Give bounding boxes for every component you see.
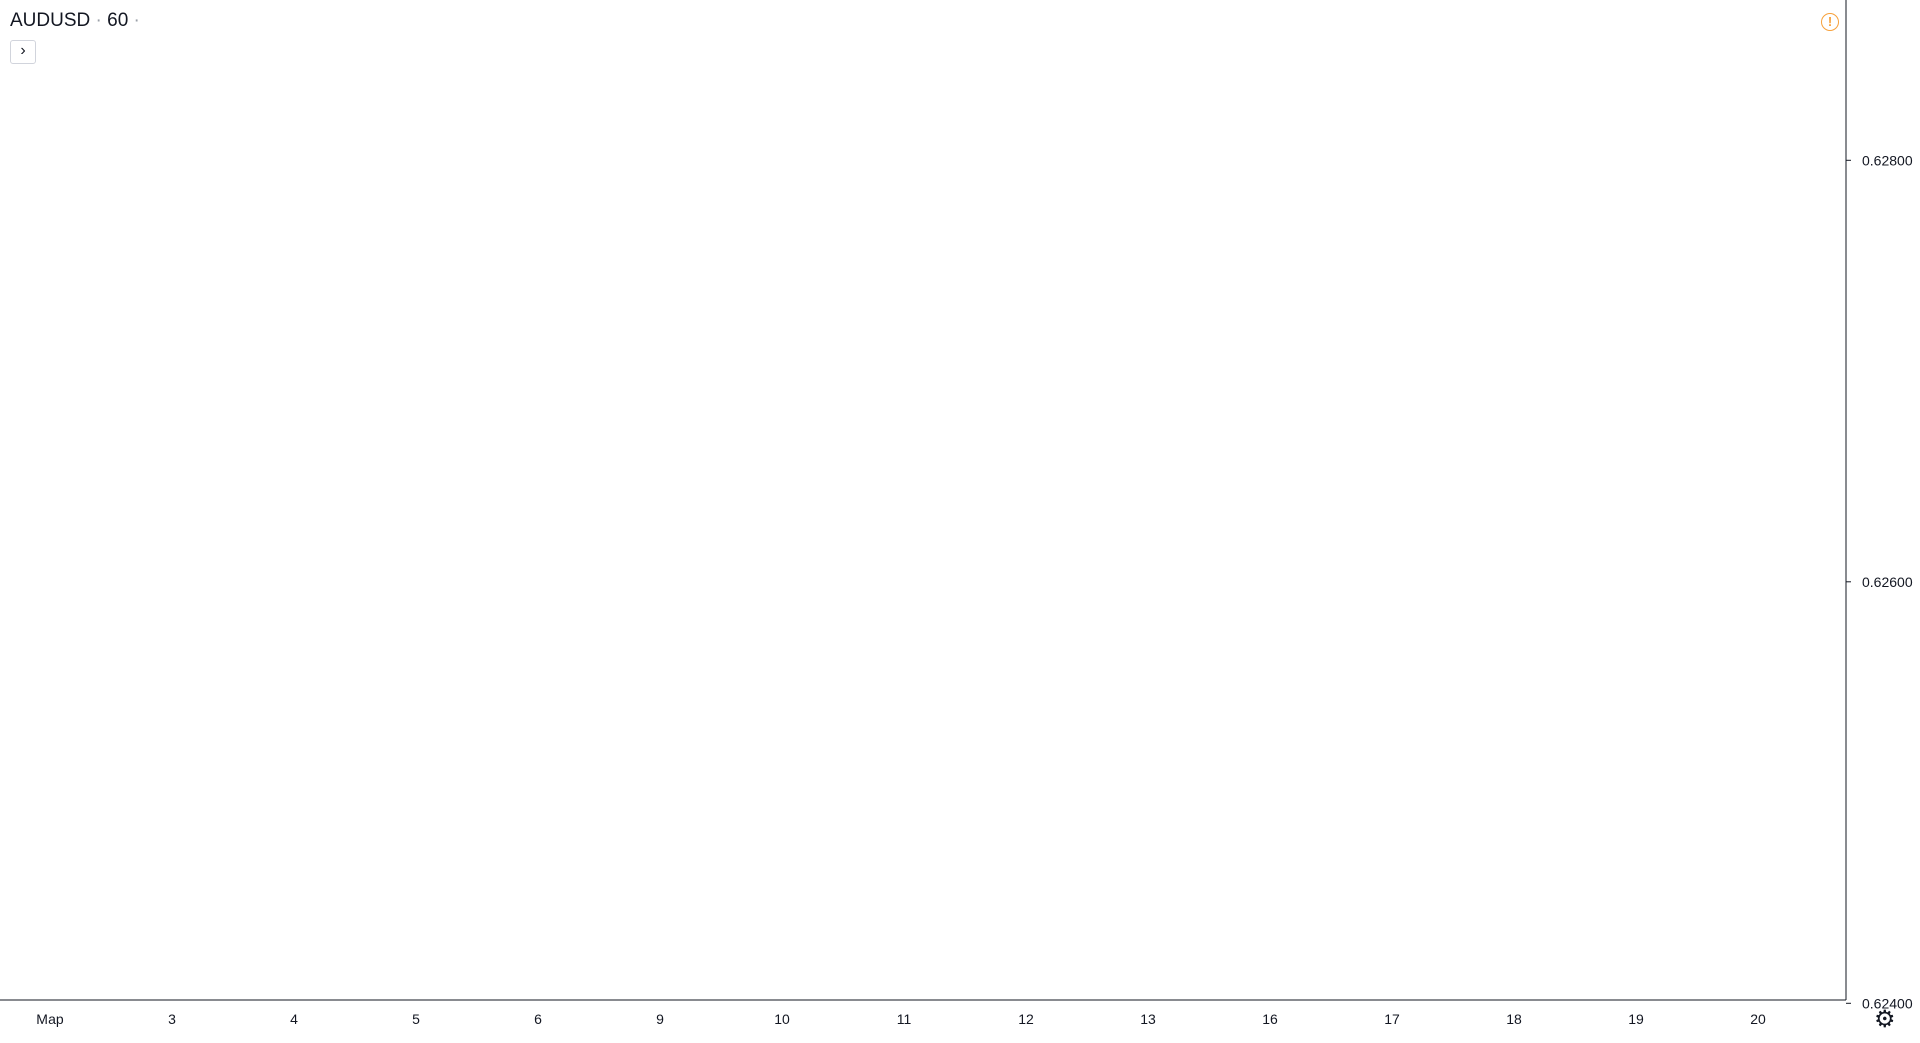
symbol-legend: AUDUSD · 60 · bbox=[10, 10, 140, 32]
time-tick-label: 18 bbox=[1506, 1011, 1522, 1027]
time-axis-panel bbox=[0, 1000, 1920, 1038]
legend-separator: · bbox=[133, 10, 140, 31]
price-tick-label: 0.62400 bbox=[1862, 995, 1913, 1011]
time-tick-label: Мар bbox=[36, 1011, 64, 1027]
alert-circle-icon[interactable]: ! bbox=[1821, 13, 1839, 31]
time-tick-label: 20 bbox=[1750, 1011, 1766, 1027]
time-tick-label: 9 bbox=[656, 1011, 664, 1027]
time-tick-label: 19 bbox=[1628, 1011, 1644, 1027]
time-tick-label: 3 bbox=[168, 1011, 176, 1027]
time-tick-label: 4 bbox=[290, 1011, 298, 1027]
time-tick-label: 5 bbox=[412, 1011, 420, 1027]
time-tick-label: 12 bbox=[1018, 1011, 1034, 1027]
gear-icon[interactable]: ⚙ bbox=[1874, 1006, 1896, 1033]
time-tick-label: 13 bbox=[1140, 1011, 1156, 1027]
interval-label: 60 bbox=[107, 10, 129, 31]
price-tick-label: 0.62600 bbox=[1862, 574, 1913, 590]
time-tick-label: 11 bbox=[897, 1011, 912, 1027]
time-tick-label: 16 bbox=[1262, 1011, 1278, 1027]
time-tick-label: 17 bbox=[1384, 1011, 1400, 1027]
price-tick-label: 0.62800 bbox=[1862, 152, 1913, 168]
chevron-right-icon[interactable]: › bbox=[10, 40, 36, 64]
time-tick-label: 6 bbox=[534, 1011, 542, 1027]
time-tick-label: 10 bbox=[774, 1011, 790, 1027]
symbol-name: AUDUSD bbox=[10, 10, 91, 31]
legend-separator: · bbox=[95, 10, 102, 31]
price-axis-panel bbox=[1846, 0, 1920, 1038]
